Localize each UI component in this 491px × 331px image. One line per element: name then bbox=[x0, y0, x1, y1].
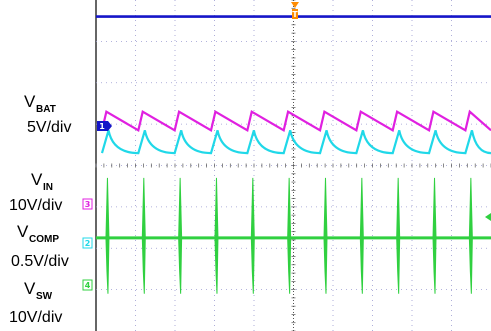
spike bbox=[250, 177, 255, 294]
spike bbox=[396, 177, 401, 294]
channel-3-marker-icon: 3 bbox=[82, 198, 93, 210]
trace-ch3 bbox=[100, 109, 491, 133]
trace-ch2 bbox=[100, 130, 491, 155]
spike bbox=[178, 177, 183, 294]
spike bbox=[359, 177, 364, 294]
svg-text:4: 4 bbox=[85, 281, 91, 290]
spike bbox=[287, 177, 292, 294]
label-vbat: V BAT 5V/div 1 bbox=[24, 92, 112, 136]
vin-sub: IN bbox=[43, 182, 53, 193]
svg-text:T: T bbox=[292, 10, 298, 19]
vsw-main: V bbox=[24, 279, 36, 298]
spike bbox=[214, 177, 219, 294]
vbat-scale: 5V/div bbox=[27, 119, 71, 136]
channel-4-marker-icon: 4 bbox=[82, 279, 93, 291]
trigger-level-icon bbox=[485, 213, 491, 221]
spike bbox=[141, 177, 146, 294]
svg-text:2: 2 bbox=[85, 239, 91, 248]
vin-scale: 10V/div bbox=[9, 197, 62, 214]
svg-text:1: 1 bbox=[99, 122, 105, 131]
spike bbox=[432, 177, 437, 294]
label-vsw: V SW 10V/div 4 bbox=[9, 279, 93, 326]
vbat-sub: BAT bbox=[36, 104, 56, 115]
vcomp-sub: COMP bbox=[29, 234, 59, 245]
spike bbox=[323, 177, 328, 294]
vsw-scale: 10V/div bbox=[9, 309, 62, 326]
label-vcomp: V COMP 0.5V/div 2 bbox=[11, 222, 93, 270]
scope-traces bbox=[96, 15, 491, 294]
spike bbox=[105, 177, 110, 294]
spike bbox=[468, 177, 473, 294]
channel-2-marker-icon: 2 bbox=[82, 237, 93, 249]
vin-main: V bbox=[31, 170, 43, 189]
channel-1-marker-icon: 1 bbox=[97, 121, 112, 131]
scope-grid bbox=[95, 0, 491, 331]
vsw-sub: SW bbox=[36, 291, 53, 302]
svg-text:3: 3 bbox=[85, 200, 91, 209]
vbat-main: V bbox=[24, 92, 36, 111]
vcomp-main: V bbox=[17, 222, 29, 241]
vcomp-scale: 0.5V/div bbox=[11, 253, 69, 270]
trigger-marker: T bbox=[291, 2, 299, 19]
label-vin: V IN 10V/div 3 bbox=[9, 170, 93, 214]
